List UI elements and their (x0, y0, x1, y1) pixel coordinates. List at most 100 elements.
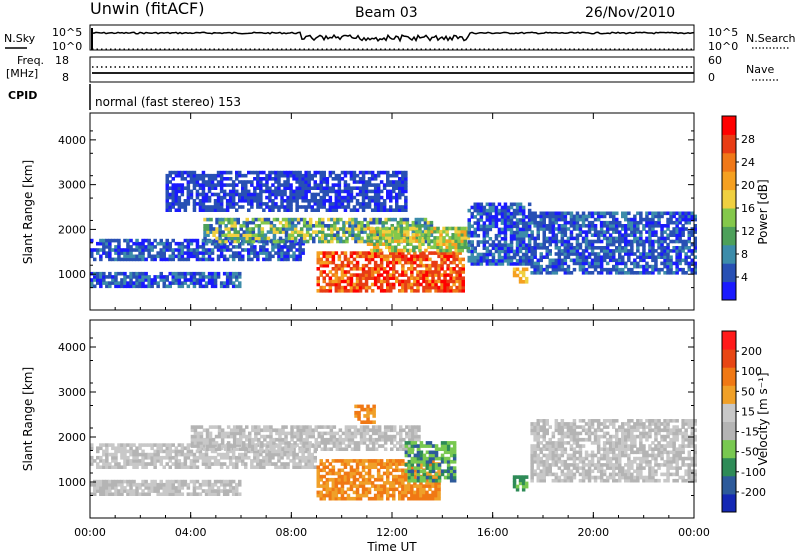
heatmap-cell (302, 428, 306, 432)
heatmap-cell (621, 240, 625, 244)
heatmap-cell (384, 221, 388, 225)
heatmap-cell (315, 425, 319, 429)
heatmap-cell (147, 456, 151, 460)
heatmap-cell (166, 450, 170, 454)
heatmap-cell (359, 283, 363, 287)
heatmap-cell (105, 281, 109, 285)
heatmap-cell (392, 475, 396, 479)
heatmap-cell (286, 177, 290, 181)
heatmap-cell (504, 237, 508, 241)
heatmap-cell (401, 264, 405, 268)
heatmap-cell (114, 453, 118, 457)
heatmap-cell (209, 230, 213, 234)
heatmap-cell (654, 255, 658, 259)
colorbar-swatch (722, 263, 736, 282)
heatmap-cell (362, 469, 366, 473)
heatmap-cell (348, 218, 352, 222)
heatmap-cell (579, 230, 583, 234)
heatmap-cell (576, 224, 580, 228)
heatmap-cell (669, 212, 673, 216)
heatmap-cell (510, 231, 514, 235)
heatmap-cell (332, 472, 336, 476)
heatmap-cell (211, 193, 215, 197)
heatmap-cell (258, 227, 262, 231)
heatmap-cell (292, 258, 296, 262)
heatmap-cell (389, 261, 393, 265)
heatmap-cell (285, 227, 289, 231)
heatmap-cell (375, 441, 379, 445)
heatmap-cell (117, 245, 121, 249)
heatmap-cell (669, 215, 673, 219)
heatmap-cell (323, 286, 327, 290)
heatmap-cell (241, 193, 245, 197)
heatmap-cell (365, 171, 369, 175)
heatmap-cell (413, 255, 417, 259)
heatmap-cell (320, 196, 324, 200)
heatmap-cell (160, 456, 164, 460)
heatmap-cell (405, 432, 409, 436)
heatmap-cell (132, 255, 136, 259)
heatmap-cell (366, 221, 370, 225)
heatmap-cell (675, 212, 679, 216)
heatmap-cell (354, 428, 358, 432)
heatmap-cell (417, 479, 421, 483)
heatmap-cell (289, 453, 293, 457)
heatmap-cell (226, 208, 230, 212)
heatmap-cell (214, 183, 218, 187)
heatmap-cell (226, 453, 230, 457)
heatmap-cell (561, 224, 565, 228)
heatmap-cell (332, 267, 336, 271)
heatmap-cell (597, 218, 601, 222)
heatmap-cell (386, 286, 390, 290)
heatmap-cell (397, 221, 401, 225)
heatmap-cell (250, 245, 254, 249)
heatmap-cell (417, 476, 421, 480)
heatmap-cell (166, 177, 170, 181)
heatmap-cell (377, 264, 381, 268)
heatmap-cell (567, 252, 571, 256)
heatmap-cell (365, 193, 369, 197)
heatmap-cell (277, 186, 281, 190)
heatmap-cell (298, 251, 302, 255)
heatmap-cell (184, 258, 188, 262)
heatmap-cell (279, 230, 283, 234)
heatmap-cell (246, 230, 250, 234)
heatmap-cell (307, 462, 311, 466)
heatmap-cell (392, 174, 396, 178)
heatmap-cell (253, 248, 257, 252)
heatmap-cell (202, 190, 206, 194)
heatmap-cell (552, 262, 556, 266)
heatmap-cell (445, 239, 449, 243)
heatmap-cell (215, 447, 219, 451)
heatmap-cell (275, 428, 279, 432)
heatmap-cell (190, 180, 194, 184)
heatmap-cell (678, 221, 682, 225)
heatmap-cell (454, 239, 458, 243)
heatmap-cell (585, 259, 589, 263)
heatmap-cell (329, 255, 333, 259)
heatmap-cell (102, 251, 106, 255)
heatmap-cell (474, 228, 478, 232)
heatmap-cell (332, 491, 336, 495)
heatmap-cell (326, 481, 330, 485)
heatmap-cell (353, 484, 357, 488)
heatmap-cell (311, 462, 315, 466)
heatmap-cell (555, 243, 559, 247)
heatmap-cell (651, 224, 655, 228)
heatmap-cell (377, 202, 381, 206)
heatmap-cell (369, 441, 373, 445)
heatmap-cell (221, 432, 225, 436)
heatmap-cell (675, 259, 679, 263)
heatmap-cell (184, 465, 188, 469)
heatmap-cell (353, 459, 357, 463)
heatmap-cell (212, 441, 216, 445)
heatmap-cell (326, 183, 330, 187)
heatmap-cell (573, 215, 577, 219)
heatmap-cell (474, 209, 478, 213)
heatmap-cell (317, 261, 321, 265)
heatmap-cell (549, 252, 553, 256)
heatmap-cell (600, 268, 604, 272)
heatmap-cell (483, 231, 487, 235)
heatmap-cell (339, 240, 343, 244)
heatmap-cell (270, 230, 274, 234)
